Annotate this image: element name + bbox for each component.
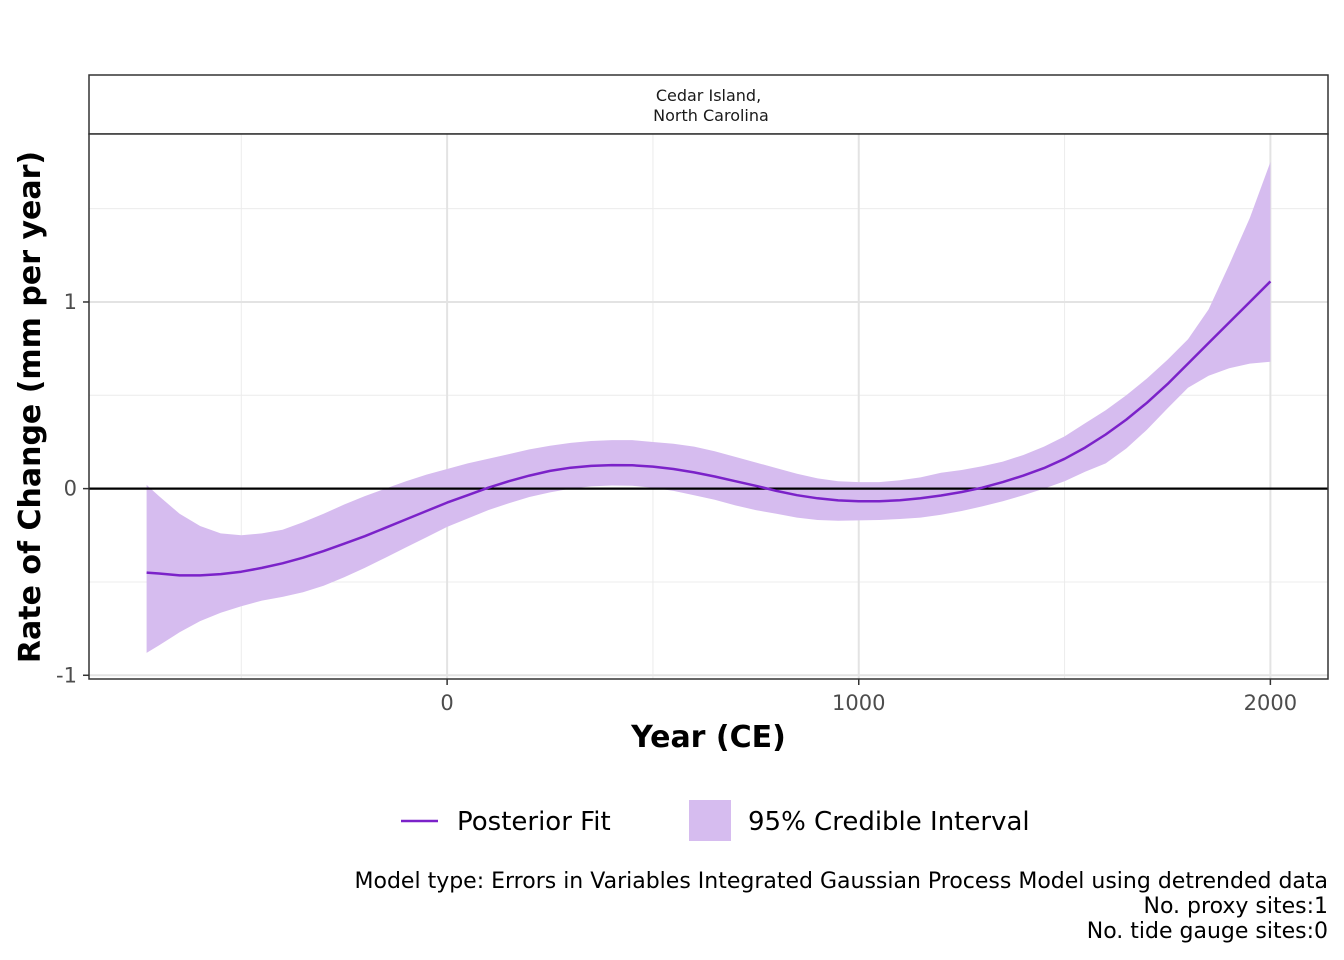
plot-border bbox=[88, 133, 1329, 680]
facet-label-line1: Cedar Island, bbox=[656, 86, 761, 105]
x-tick-label: 0 bbox=[440, 691, 453, 715]
facet-label-line2: North Carolina bbox=[653, 106, 769, 125]
caption-model-type: Model type: Errors in Variables Integrat… bbox=[354, 869, 1328, 894]
y-tick-label: -1 bbox=[56, 663, 77, 687]
legend-line-label: Posterior Fit bbox=[457, 807, 611, 837]
credible-interval-band bbox=[146, 162, 1271, 653]
legend: Posterior Fit 95% Credible Interval bbox=[401, 800, 1030, 841]
grid-minor bbox=[89, 134, 1328, 679]
x-axis-ticks: 0 1000 2000 bbox=[440, 679, 1297, 715]
posterior-fit-line bbox=[146, 280, 1272, 577]
y-tick-label: 0 bbox=[64, 477, 77, 501]
facet-strip bbox=[88, 74, 1329, 135]
y-axis-title: Rate of Change (mm per year) bbox=[13, 151, 48, 663]
caption-proxy-sites: No. proxy sites:1 bbox=[1143, 894, 1328, 919]
x-axis-title: Year (CE) bbox=[630, 720, 786, 755]
credible-interval-layer bbox=[146, 162, 1271, 653]
legend-band-label: 95% Credible Interval bbox=[748, 807, 1030, 837]
x-tick-label: 2000 bbox=[1244, 691, 1297, 715]
legend-band-swatch bbox=[689, 800, 731, 841]
x-tick-label: 1000 bbox=[832, 691, 885, 715]
posterior-fit-layer bbox=[146, 280, 1272, 577]
y-tick-label: 1 bbox=[64, 290, 77, 314]
y-axis-ticks: -1 0 1 bbox=[56, 290, 89, 687]
caption-tide-gauge-sites: No. tide gauge sites:0 bbox=[1086, 919, 1328, 944]
